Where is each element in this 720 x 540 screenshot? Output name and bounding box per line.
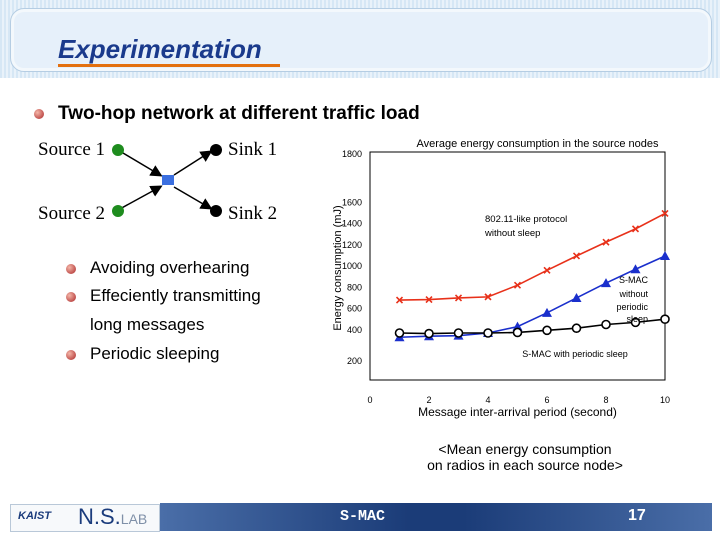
annotation-80211: 802.11-like protocol [485,214,567,225]
series-line [399,212,666,301]
data-point-triangle [601,278,611,288]
data-point-circle [542,325,552,336]
data-point-circle [483,328,493,338]
y-tick-label: 800 [347,282,362,292]
chart-title: Average energy consumption in the source… [417,138,659,150]
slide-title: Experimentation [58,34,262,64]
annotation-smac-sleep: S-MAC with periodic sleep [522,349,628,359]
sub-bullet-long-messages: long messages [90,315,205,334]
title-underline [58,64,280,67]
annotation-smac-no-sleep: S-MAC [619,275,649,285]
source1-label: Source 1 [38,139,106,160]
y-tick-label: 1200 [342,240,362,250]
x-tick-label: 0 [367,395,372,405]
data-point-x-marker [425,295,433,304]
y-tick-label: 1000 [342,261,362,271]
plot-frame [369,151,666,381]
bullet-icon [34,109,44,119]
data-point-triangle [660,250,670,260]
sub-bullet-sleeping: Periodic sleeping [90,344,220,363]
source2-node [112,205,124,217]
x-tick-label: 4 [485,395,490,405]
data-point-triangle [630,264,641,274]
data-point-circle [512,327,523,338]
source2-label: Source 2 [38,203,106,224]
relay-node [162,175,174,185]
sub-bullet-icon [66,264,76,274]
x-tick-label: 8 [603,395,608,405]
y-axis-label: Energy consumption (mJ) [332,205,344,330]
x-tick-label: 2 [426,395,431,405]
annotation-smac-no-sleep: periodic [616,302,648,312]
data-point-circle [424,328,434,339]
data-point-circle [394,328,405,338]
sub-bullet-icon [66,292,76,302]
series-line [399,255,666,339]
sub-bullet-icon [66,350,76,360]
data-point-circle [660,314,670,324]
network-diagram [112,144,222,217]
x-tick-label: 10 [660,395,670,405]
x-axis-label: Message inter-arrival period (second) [418,405,617,419]
footer-title: S-MAC [340,508,386,525]
ns-logo-text: N.S. [78,504,121,529]
kaist-logo: KAIST [18,510,51,522]
data-point-triangle [542,307,552,317]
y-tick-label: 600 [347,304,362,314]
chart-caption: <Mean energy consumption on radios in ea… [380,441,670,473]
data-point-x-marker [661,209,669,218]
y-tick-label: 200 [347,356,362,366]
source1-node [112,144,124,156]
page-number: 17 [628,507,646,524]
data-point-x-marker [395,296,404,304]
annotation-smac-no-sleep: without [618,289,648,299]
link-relay-sink1 [173,150,213,176]
link-source2-relay [117,185,163,211]
x-tick-label: 6 [544,395,549,405]
sink2-label: Sink 2 [228,203,278,224]
caption-line1: <Mean energy consumption [438,441,612,457]
data-point-x-marker [631,225,640,233]
caption-line2: on radios in each source node> [427,457,623,473]
link-source1-relay [117,149,163,177]
data-point-circle [601,319,611,330]
data-point-x-marker [572,252,581,260]
annotation-80211: without sleep [484,228,540,239]
ns-lab-logo: N.S.LAB [78,504,147,530]
sink2-node [210,205,222,217]
lab-logo-text: LAB [120,511,148,527]
data-point-x-marker [484,293,492,301]
data-point-x-marker [454,294,463,302]
y-tick-label: 400 [347,325,362,335]
footer-logo-box [10,504,160,532]
y-tick-label: 1400 [342,219,362,229]
main-bullet: Two-hop network at different traffic loa… [58,103,420,124]
data-point-x-marker [513,281,522,289]
data-point-circle [453,328,464,338]
data-point-x-marker [543,266,551,274]
sink1-label: Sink 1 [228,139,278,160]
footer-bar [160,503,712,531]
annotation-smac-no-sleep: sleep [626,314,648,324]
sub-bullet-overhearing: Avoiding overhearing [90,258,250,277]
link-relay-sink2 [173,186,213,210]
sink1-node [210,144,222,156]
data-point-x-marker [602,238,610,246]
title-box [10,8,712,72]
y-tick-label: 1800 [342,149,362,159]
sub-bullet-transmitting: Effeciently transmitting [90,286,261,305]
data-point-triangle [571,292,582,302]
series-line [399,318,666,335]
y-tick-label: 1600 [342,197,362,207]
data-point-circle [630,317,641,328]
data-point-circle [571,323,582,334]
